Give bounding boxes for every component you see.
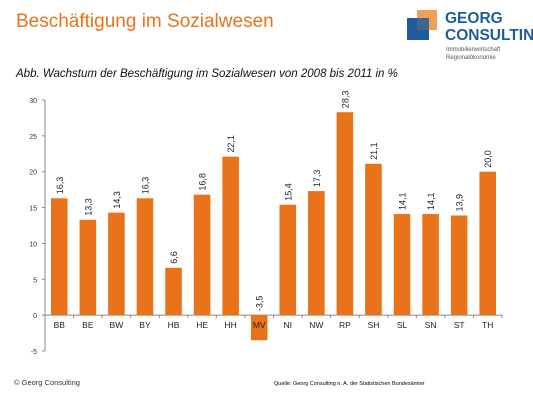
x-tick-label: HE	[196, 320, 208, 330]
x-tick-label: MV	[253, 320, 266, 330]
georg-consulting-logo	[407, 10, 437, 40]
bar-he	[193, 194, 211, 316]
source-text: Quelle: Georg Consulting n. A. der Stati…	[274, 381, 425, 387]
y-tick-label: -5	[31, 349, 37, 356]
bar-mv	[250, 315, 268, 341]
bar-bw	[108, 212, 125, 316]
data-label: 14,1	[398, 192, 408, 210]
bar-sh	[365, 163, 382, 316]
bar-bb	[50, 198, 68, 316]
x-tick-label: NI	[284, 320, 293, 330]
data-label: 20,0	[483, 150, 493, 168]
bar-st	[450, 215, 468, 316]
logo-tagline-line2: Regionalökonomie	[446, 55, 496, 61]
x-tick-label: RP	[339, 320, 351, 330]
data-label: 14,3	[112, 191, 122, 209]
data-label: 16,3	[140, 177, 150, 195]
logo-wordmark: GEORG CONSULTING	[445, 10, 533, 44]
data-label: 22,1	[226, 135, 236, 153]
logo-name-line1: GEORG	[445, 10, 503, 27]
x-tick-label: BE	[82, 320, 94, 330]
y-tick-label: 30	[29, 98, 37, 105]
copyright-text: © Georg Consulting	[14, 378, 80, 387]
x-tick-label: TH	[482, 320, 493, 330]
y-tick-label: 0	[33, 313, 37, 320]
logo-square-blue-small	[417, 18, 429, 30]
bar-sl	[393, 214, 411, 316]
x-tick-label: HH	[225, 320, 237, 330]
x-tick-label: BB	[54, 320, 66, 330]
x-tick-label: BW	[110, 320, 124, 330]
chart-title: Abb. Wachstum der Beschäftigung im Sozia…	[16, 68, 398, 80]
data-label: 15,4	[283, 183, 293, 201]
logo-tagline: Immobilienwirtschaft Regionalökonomie	[446, 46, 500, 62]
data-label: 21,1	[369, 142, 379, 160]
x-tick-label: ST	[454, 320, 465, 330]
x-tick-label: SL	[397, 320, 408, 330]
page-title: Beschäftigung im Sozialwesen	[16, 11, 274, 32]
x-tick-label: NW	[309, 320, 323, 330]
x-tick-label: SN	[425, 320, 437, 330]
logo-tagline-line1: Immobilienwirtschaft	[446, 47, 501, 53]
y-tick-label: 20	[29, 170, 37, 177]
data-label: 16,8	[198, 173, 208, 191]
x-tick-label: SH	[368, 320, 380, 330]
bar-nw	[308, 191, 325, 316]
bar-be	[79, 219, 97, 316]
bar-ni	[279, 204, 297, 316]
y-tick-label: 5	[33, 277, 37, 284]
x-tick-label: BY	[139, 320, 151, 330]
bar-sn	[422, 214, 439, 316]
data-label: -3,5	[255, 296, 265, 312]
data-label: 17,3	[312, 170, 322, 188]
data-label: 16,3	[55, 177, 65, 195]
y-tick-label: 15	[29, 206, 37, 213]
logo-name-line2: CONSULTING	[445, 27, 533, 44]
y-tick-label: 25	[29, 134, 37, 141]
x-tick-label: HB	[168, 320, 180, 330]
data-label: 13,9	[455, 194, 465, 212]
bar-hh	[222, 156, 239, 316]
data-label: 13,3	[83, 198, 93, 216]
data-label: 6,6	[169, 251, 179, 264]
y-tick-label: 10	[29, 241, 37, 248]
bar-hb	[165, 267, 182, 316]
data-label: 28,3	[340, 91, 350, 109]
bar-by	[136, 198, 154, 316]
data-label: 14,1	[426, 192, 436, 210]
bar-rp	[336, 112, 354, 316]
bar-th	[479, 171, 497, 316]
